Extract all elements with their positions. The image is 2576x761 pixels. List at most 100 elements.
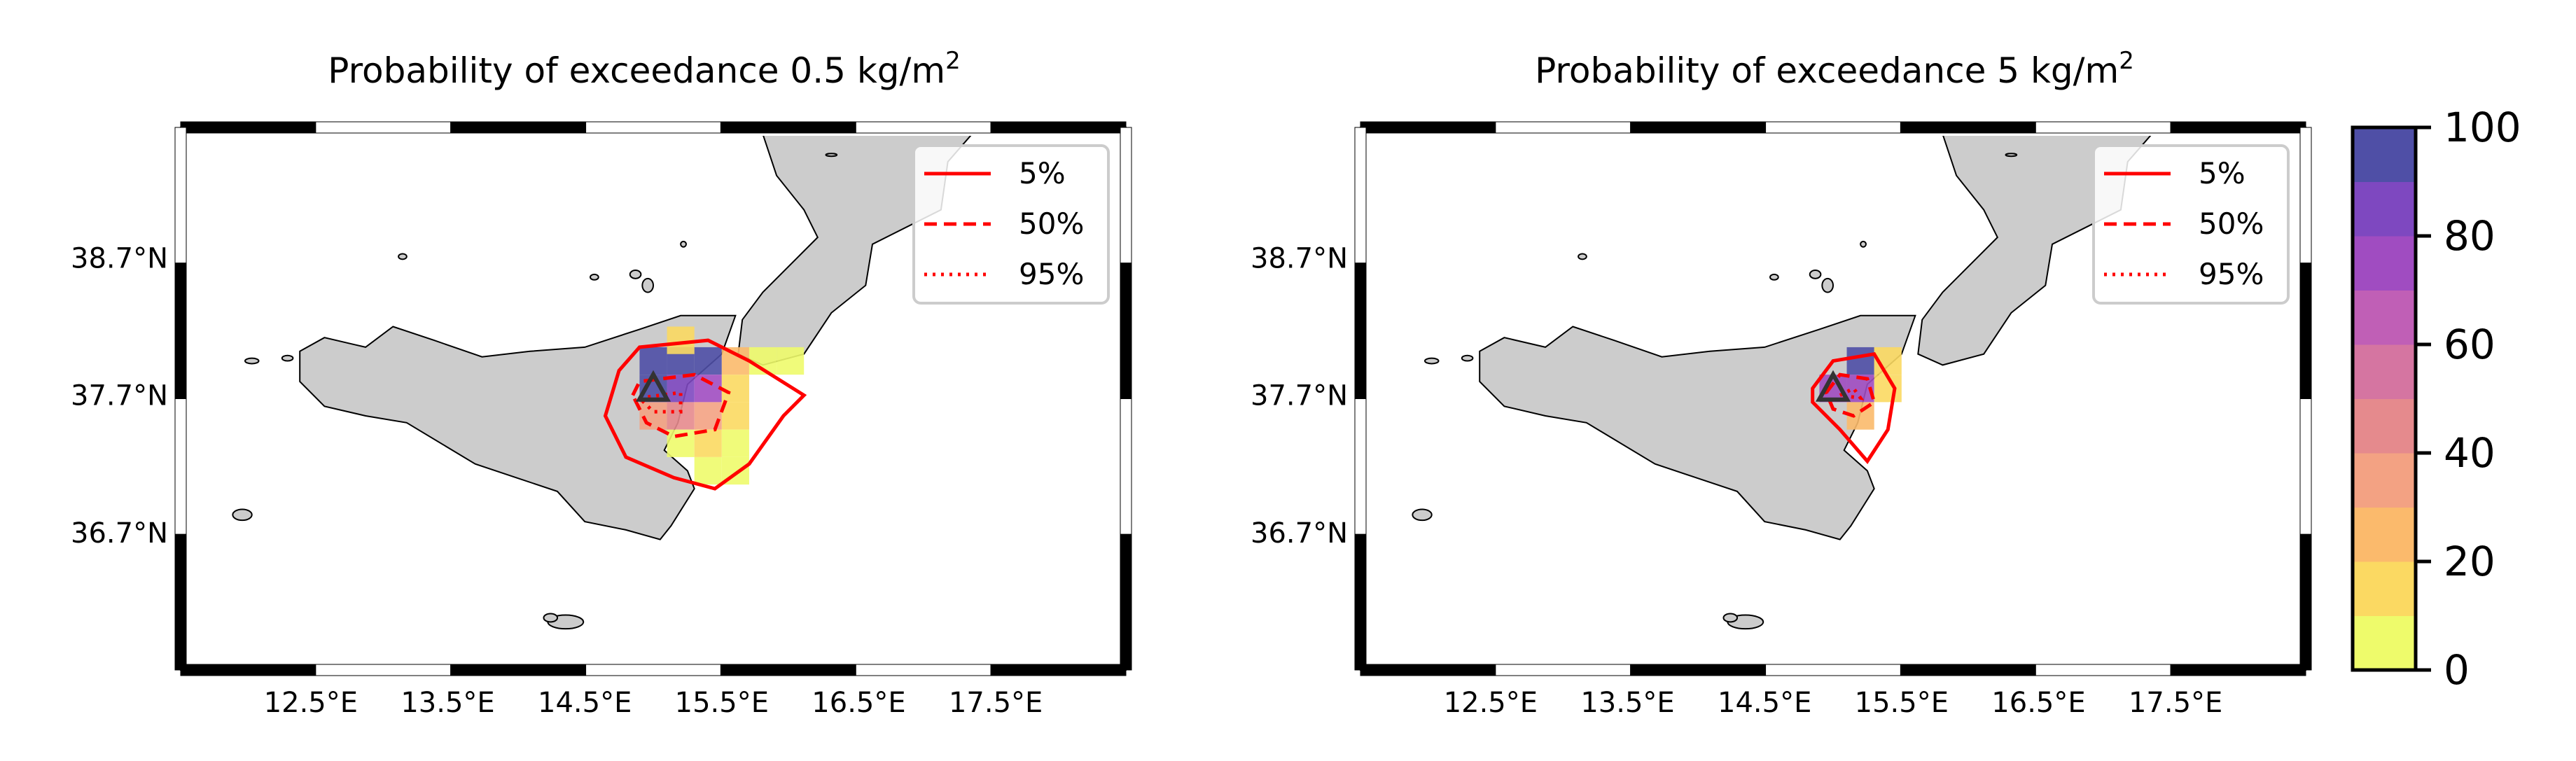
colorbar-band	[2353, 127, 2416, 182]
y-tick-label: 36.7°N	[1251, 517, 1348, 550]
colorbar-band	[2353, 398, 2416, 454]
frame-segment	[2299, 533, 2312, 671]
frame-segment	[1354, 263, 1367, 399]
legend-label: 50%	[2199, 207, 2264, 241]
island	[641, 277, 654, 293]
frame-segment	[1765, 664, 1901, 676]
island	[281, 354, 294, 362]
legend-label: 5%	[2199, 156, 2246, 190]
contour-layer	[1811, 351, 1897, 464]
probability-cell	[639, 402, 667, 430]
frame-segment	[2035, 664, 2171, 676]
frame-segment	[174, 127, 187, 264]
frame-segment	[1354, 398, 1367, 535]
island	[590, 273, 599, 281]
y-tick-label: 38.7°N	[1251, 242, 1348, 274]
contour-95	[636, 390, 683, 414]
y-tick-label: 37.7°N	[1251, 380, 1348, 412]
frame-segment	[1354, 533, 1367, 671]
probability-cell	[721, 347, 749, 375]
frame-segment	[1900, 121, 2036, 134]
colorbar-band	[2353, 561, 2416, 616]
frame-segment	[174, 533, 187, 671]
contour-5	[603, 338, 807, 491]
probability-cell	[721, 375, 749, 403]
legend: 5% 50% 95%	[912, 144, 1110, 305]
island	[244, 357, 260, 365]
colorbar-tick-label: 20	[2444, 538, 2495, 585]
x-tick-label: 17.5°E	[2129, 687, 2222, 719]
x-tick-label: 15.5°E	[675, 687, 769, 719]
x-tick-label: 16.5°E	[812, 687, 905, 719]
island	[1412, 508, 1433, 522]
frame-segment	[1630, 121, 1767, 134]
colorbar-band	[2353, 453, 2416, 508]
frame-segment	[2299, 398, 2312, 535]
frame-segment	[720, 121, 856, 134]
map-area	[232, 136, 972, 630]
frame-segment	[2299, 263, 2312, 399]
x-tick-label: 12.5°E	[1444, 687, 1538, 719]
contour-5	[1811, 351, 1897, 464]
x-tick-label: 13.5°E	[401, 687, 494, 719]
island	[232, 508, 253, 522]
vent-marker	[1815, 370, 1851, 402]
frame-segment	[450, 121, 587, 134]
island	[1769, 273, 1779, 281]
colorbar-tick-label: 0	[2444, 646, 2470, 694]
island	[1578, 253, 1587, 260]
frame-segment	[174, 263, 187, 399]
axis-ticks: 12.5°E 13.5°E 14.5°E 15.5°E 16.5°E 17.5°E 38.7…	[1251, 242, 2222, 719]
frame-segment	[1360, 121, 1496, 134]
frame-segment	[855, 121, 991, 134]
island	[1821, 277, 1834, 293]
frame-segment	[2035, 121, 2171, 134]
colorbar-band	[2353, 181, 2416, 237]
probability-cell	[721, 429, 749, 457]
colorbar-tick-label: 80	[2444, 212, 2495, 260]
frame-segment	[855, 664, 991, 676]
x-tick-label: 13.5°E	[1580, 687, 1674, 719]
legend-label: 50%	[1019, 207, 1084, 241]
sicily-landmass	[299, 314, 737, 540]
frame-segment	[180, 664, 316, 676]
island	[680, 240, 687, 248]
probability-cell	[667, 326, 695, 354]
panel-title-text: Probability of exceedance 5 kg/m	[1535, 50, 2119, 91]
y-tick-label: 36.7°N	[71, 517, 168, 550]
panel-title-superscript: 2	[2119, 47, 2134, 75]
frame-segment	[1120, 127, 1132, 264]
panel-title-text: Probability of exceedance 0.5 kg/m	[328, 50, 945, 91]
frame-segment	[585, 121, 721, 134]
island	[2005, 153, 2018, 158]
probability-grid	[639, 326, 805, 485]
frame-segment	[1495, 664, 1631, 676]
island	[1461, 354, 1474, 362]
legend-label: 5%	[1019, 156, 1066, 190]
probability-cell	[667, 402, 695, 430]
island	[1809, 270, 1822, 279]
x-tick-label: 16.5°E	[1991, 687, 2085, 719]
vent-triangle	[635, 370, 671, 402]
legend-label: 95%	[2199, 257, 2264, 291]
contour-50	[1824, 372, 1877, 418]
x-tick-label: 14.5°E	[538, 687, 632, 719]
frame-segment	[174, 398, 187, 535]
frame-segment	[2299, 127, 2312, 264]
colorbar-band	[2353, 236, 2416, 291]
frame-segment	[180, 121, 316, 134]
probability-cell	[1846, 347, 1874, 375]
frame-segment	[1360, 664, 1496, 676]
frame-segment	[450, 664, 587, 676]
frame-segment	[1765, 121, 1901, 134]
sicily-landmass	[1479, 314, 1916, 540]
frame-border-checker	[174, 121, 1132, 676]
island	[1423, 357, 1440, 365]
island	[825, 153, 838, 158]
probability-cell	[694, 456, 722, 485]
frame-border-checker	[1354, 121, 2312, 676]
frame-segment	[1120, 263, 1132, 399]
axis-ticks: 12.5°E 13.5°E 14.5°E 15.5°E 16.5°E 17.5°E 38.7…	[71, 242, 1043, 719]
probability-cell	[694, 429, 722, 457]
frame-segment	[1495, 121, 1631, 134]
